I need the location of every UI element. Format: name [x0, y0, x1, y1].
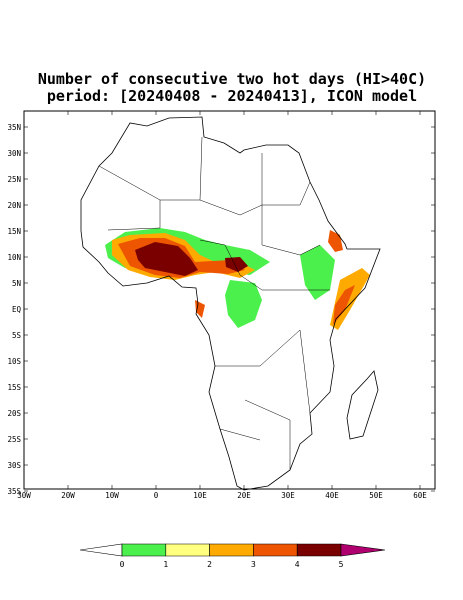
colorbar-swatch — [209, 543, 254, 557]
lat-tick-label: 5S — [12, 331, 22, 340]
title-line: Number of consecutive two hot days (HI>4… — [38, 70, 426, 88]
lat-tick-label: 35N — [7, 123, 21, 132]
lat-tick-label: 30S — [7, 461, 21, 470]
colorbar-swatch — [79, 543, 123, 557]
colorbar-label: 2 — [207, 560, 212, 569]
lon-tick-label: 30E — [281, 491, 295, 500]
colorbar-label: 3 — [251, 560, 256, 569]
title-line: period: [20240408 - 20240413], ICON mode… — [47, 87, 417, 105]
colorbar-swatch — [121, 543, 167, 557]
lat-tick-label: 35S — [7, 487, 21, 496]
lon-tick-label: 10E — [193, 491, 207, 500]
lon-tick-label: 40E — [325, 491, 339, 500]
colorbar-label: 0 — [120, 560, 125, 569]
lon-tick-label: 0 — [154, 491, 159, 500]
lat-tick-label: 15S — [7, 383, 21, 392]
lon-tick-label: 10W — [105, 491, 119, 500]
lon-tick-label: 30W — [17, 491, 31, 500]
coastlines — [80, 116, 381, 491]
lat-tick-label: 20S — [7, 409, 21, 418]
lat-tick-label: 5N — [12, 279, 21, 288]
lon-tick-label: 50E — [369, 491, 383, 500]
colorbar-label: 4 — [295, 560, 300, 569]
lat-tick-label: 25S — [7, 435, 21, 444]
lat-tick-label: 20N — [7, 201, 21, 210]
colorbar-label: 1 — [163, 560, 168, 569]
lat-tick-label: 10N — [7, 253, 21, 262]
lon-tick-label: 60E — [413, 491, 427, 500]
colorbar-swatch — [253, 543, 298, 557]
country-borders — [98, 136, 330, 470]
colorbar-label: 5 — [339, 560, 344, 569]
lat-tick-label: EQ — [12, 305, 22, 314]
colorbar: 0 1 2 3 4 5 — [79, 543, 386, 569]
lat-tick-label: 15N — [7, 227, 21, 236]
lon-tick-label: 20E — [237, 491, 251, 500]
lon-tick-label: 20W — [61, 491, 75, 500]
colorbar-swatch — [165, 543, 210, 557]
lat-tick-label: 30N — [7, 149, 21, 158]
colorbar-swatch — [296, 543, 342, 557]
colorbar-swatch — [340, 543, 386, 557]
lat-tick-label: 25N — [7, 175, 21, 184]
lat-tick-label: 10S — [7, 357, 21, 366]
